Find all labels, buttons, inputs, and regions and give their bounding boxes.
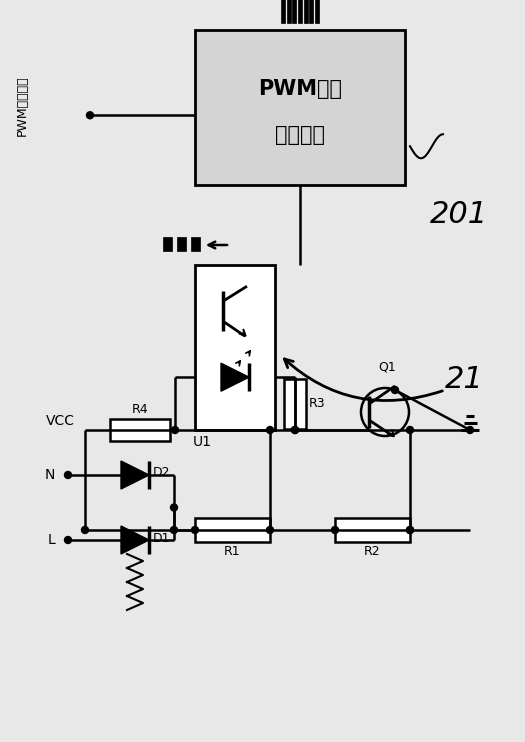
Circle shape xyxy=(65,536,71,543)
Bar xyxy=(281,0,285,23)
Text: 21: 21 xyxy=(445,366,484,395)
Circle shape xyxy=(467,427,474,433)
Circle shape xyxy=(172,427,179,433)
Text: D2: D2 xyxy=(153,467,171,479)
Circle shape xyxy=(267,527,274,533)
Circle shape xyxy=(87,112,93,119)
Circle shape xyxy=(331,527,339,533)
Bar xyxy=(284,378,306,429)
Text: R4: R4 xyxy=(132,403,148,416)
Bar xyxy=(298,0,302,23)
Polygon shape xyxy=(221,363,249,391)
Circle shape xyxy=(291,427,299,433)
Polygon shape xyxy=(121,461,149,489)
Bar xyxy=(195,518,270,542)
Text: PWM信号: PWM信号 xyxy=(258,79,342,99)
Circle shape xyxy=(406,527,414,533)
Circle shape xyxy=(406,427,414,433)
Polygon shape xyxy=(121,526,149,554)
Text: U1: U1 xyxy=(193,435,212,449)
Bar xyxy=(303,0,308,23)
Circle shape xyxy=(171,504,177,511)
Text: R1: R1 xyxy=(224,545,241,558)
Bar xyxy=(287,0,291,23)
Text: L: L xyxy=(47,533,55,547)
Text: R2: R2 xyxy=(364,545,381,558)
Text: D1: D1 xyxy=(153,531,171,545)
Bar xyxy=(315,0,319,23)
Circle shape xyxy=(81,527,89,533)
Text: 转换电路: 转换电路 xyxy=(275,125,325,145)
Bar xyxy=(110,419,170,441)
Bar xyxy=(195,30,405,185)
Circle shape xyxy=(192,527,198,533)
Text: R3: R3 xyxy=(309,397,326,410)
Text: PWM信号输出: PWM信号输出 xyxy=(16,75,28,136)
Bar xyxy=(335,518,410,542)
Circle shape xyxy=(291,427,299,433)
Bar xyxy=(292,0,296,23)
Circle shape xyxy=(171,527,177,533)
Text: VCC: VCC xyxy=(46,414,75,428)
Text: Q1: Q1 xyxy=(378,361,396,374)
Circle shape xyxy=(406,527,414,533)
Bar xyxy=(177,237,186,251)
Bar xyxy=(163,237,172,251)
Bar xyxy=(191,237,200,251)
Text: N: N xyxy=(45,468,55,482)
Circle shape xyxy=(392,387,398,393)
Bar xyxy=(309,0,313,23)
Circle shape xyxy=(65,471,71,479)
Text: 201: 201 xyxy=(430,200,488,229)
Bar xyxy=(195,265,275,430)
Circle shape xyxy=(267,427,274,433)
